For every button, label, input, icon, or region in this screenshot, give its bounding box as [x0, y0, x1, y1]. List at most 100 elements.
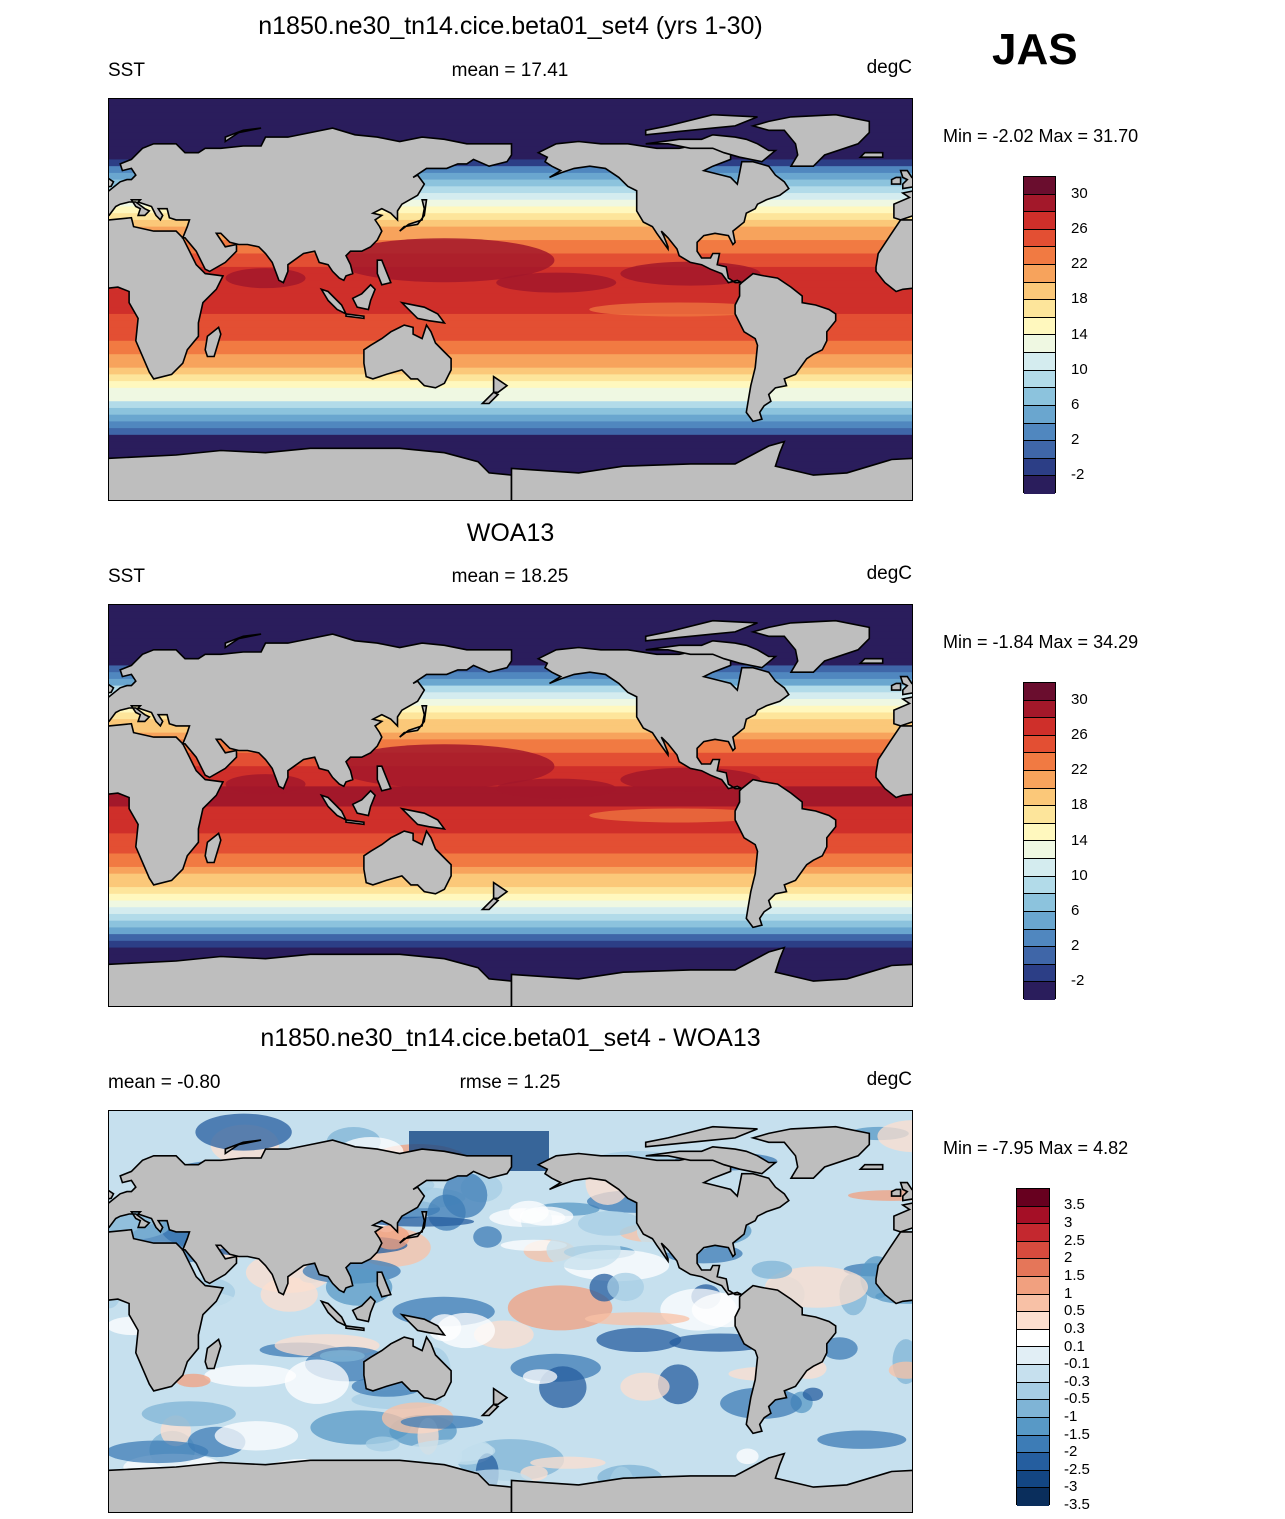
colorbar-tick-label: 26: [1071, 725, 1088, 743]
warm-pool: [334, 744, 555, 789]
sst-band: [109, 618, 912, 626]
sst-band: [109, 105, 912, 114]
diff-patch: [214, 1421, 299, 1451]
colorbar-tick-label: -2: [1064, 1443, 1078, 1461]
panel2-minmax: Min = -1.84 Max = 34.29: [943, 632, 1139, 652]
land-shape: [345, 818, 365, 826]
colorbar-swatch: [1024, 788, 1055, 807]
sst-band: [109, 934, 912, 942]
colorbar-swatch: [1017, 1329, 1049, 1348]
sst-band: [109, 692, 912, 700]
colorbar-swatch: [1024, 859, 1055, 877]
land-shape: [645, 133, 778, 163]
colorbar-tick-label: 3.5: [1064, 1195, 1085, 1213]
sst-band: [109, 605, 912, 613]
colorbar-tick-label: 0.5: [1064, 1302, 1085, 1320]
sst-band: [109, 334, 912, 342]
land-shape: [109, 722, 225, 886]
land-shape: [109, 1189, 115, 1200]
colorbar-tick-label: 30: [1071, 184, 1088, 202]
land-shape: [536, 646, 790, 790]
sst-band: [109, 354, 912, 362]
land-shape: [899, 675, 912, 696]
colorbar-tick-label: 26: [1071, 219, 1088, 237]
panel2-colorbar: 30 26 22 18 14 10 6 2 -2: [1023, 682, 1088, 1000]
sst-band: [109, 139, 912, 147]
land-shape: [890, 176, 902, 185]
sst-band: [109, 611, 912, 620]
colorbar-tick-label: -1: [1064, 1407, 1078, 1425]
colorbar-swatch: [1017, 1365, 1049, 1383]
panel1-map: [108, 98, 913, 501]
sst-band: [109, 401, 912, 409]
sst-band: [109, 927, 912, 935]
land-shape: [644, 113, 758, 136]
diff-patch: [284, 1359, 349, 1404]
sst-band: [109, 793, 912, 801]
sst-band: [109, 172, 912, 181]
sst-band: [109, 226, 912, 234]
colorbar-tick-label: 2: [1071, 431, 1080, 449]
colorbar-tick-label: -0.3: [1064, 1372, 1090, 1390]
colorbar-swatch: [1017, 1417, 1049, 1436]
sst-band: [109, 394, 912, 402]
land-shape: [875, 219, 912, 293]
diff-patch: [751, 1260, 793, 1279]
land-shape: [510, 1452, 912, 1512]
land-shape: [899, 1181, 912, 1202]
colorbar-swatch: [1024, 229, 1055, 248]
diff-patch: [109, 1440, 209, 1464]
land-shape: [399, 301, 447, 324]
land-shape: [750, 619, 871, 673]
diff-patch: [657, 1364, 699, 1405]
colorbar-tick-label: 22: [1071, 255, 1088, 273]
colorbar-swatch: [1017, 1453, 1049, 1471]
sst-band: [109, 287, 912, 295]
land-shape: [750, 113, 871, 167]
panel2-map-svg: [109, 605, 912, 1006]
land-shape: [644, 1125, 758, 1148]
land-shape: [109, 633, 513, 790]
colorbar-tick-label: 2: [1064, 1249, 1073, 1267]
sst-band: [109, 421, 912, 429]
colorbar-swatch: [1024, 823, 1055, 842]
warm-pool: [225, 268, 306, 289]
colorbar-tick-label: 10: [1071, 360, 1088, 378]
sst-band: [109, 940, 912, 949]
diff-patch: [141, 1401, 236, 1427]
panel1-center-label: mean = 17.41: [451, 60, 569, 81]
diff-patch: [577, 1425, 653, 1441]
diff-patch: [802, 1387, 824, 1401]
land-shape: [224, 1139, 262, 1155]
sst-band: [109, 873, 912, 881]
land-shape: [376, 1271, 392, 1298]
diff-patch: [584, 1312, 690, 1326]
colorbar-swatch: [1024, 771, 1055, 789]
land-shape: [893, 190, 912, 221]
panel3-colorbar-labels: 3.5 3 2.5 2 1.5 1 0.5 0.3 0.1 -0.1 -0.3 -0.5 -1 -1.5-…: [1064, 1188, 1124, 1513]
colorbar-tick-label: -0.5: [1064, 1390, 1090, 1408]
land-shape: [492, 375, 509, 394]
colorbar-tick-label: -2: [1071, 972, 1085, 990]
diff-patch: [530, 1456, 606, 1469]
season-label: JAS: [992, 25, 1078, 74]
diff-patch: [407, 1439, 496, 1463]
warm-pool: [496, 778, 617, 799]
diff-patch: [578, 1211, 642, 1236]
panel1-colorbar-labels: 30 26 22 18 14 10 6 2 -2: [1071, 176, 1131, 493]
land-shape: [399, 807, 447, 830]
land-shape: [224, 127, 262, 143]
colorbar-swatch: [1024, 194, 1055, 213]
land-shape: [109, 683, 115, 694]
land-shape: [399, 1211, 428, 1244]
colorbar-swatch: [1024, 388, 1055, 406]
sst-band: [109, 186, 912, 194]
land-shape: [644, 619, 758, 642]
warm-pool: [334, 238, 555, 283]
sst-band: [109, 414, 912, 422]
colorbar-tick-label: 30: [1071, 690, 1088, 708]
colorbar-tick-label: 6: [1071, 901, 1080, 919]
sst-band: [109, 428, 912, 436]
land-shape: [645, 1145, 778, 1175]
land-shape: [734, 272, 837, 423]
